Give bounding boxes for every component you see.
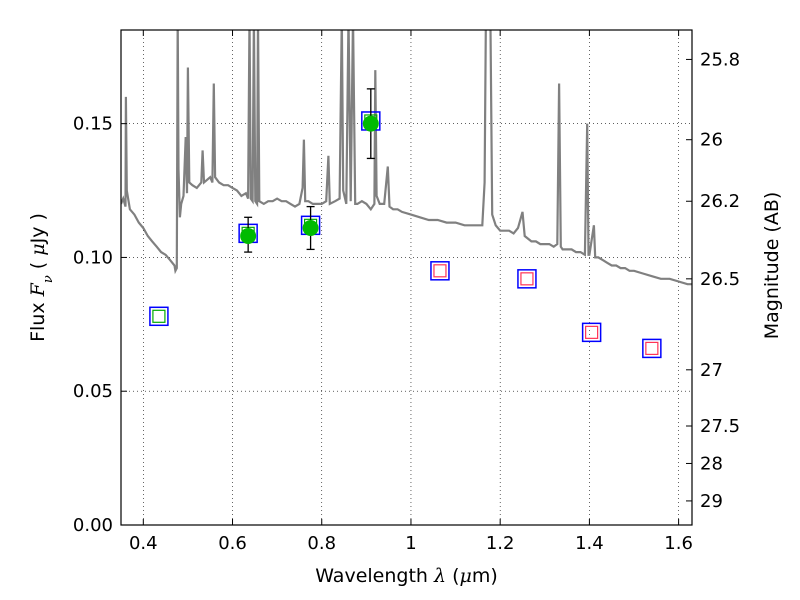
detection-point [240,228,257,245]
x-tick-label: 0.8 [307,533,336,554]
spectrum-line [121,30,692,286]
x-tick-label: 1 [405,533,416,554]
y-tick-label: 0.10 [73,247,113,268]
right-tick-label: 26.2 [700,191,740,212]
x-tick-label: 1.2 [486,533,515,554]
upper-limit-box-outer [581,322,602,343]
detection-point [302,220,319,236]
right-tick-label: 27.5 [700,416,740,437]
upper-limit-box-outer [517,269,537,289]
x-axis-label: Wavelength λ (μm) [315,565,498,587]
grid-lines [121,30,692,526]
y-axis-label-right: Magnitude (AB) [761,192,783,340]
right-tick-label: 28 [700,453,723,474]
x-tick-label: 1.4 [575,533,604,554]
upper-limit-box-inner [585,325,599,339]
x-tick-label: 1.6 [664,533,693,554]
data-marks [149,88,662,359]
detection-point [362,115,379,132]
upper-limit-box-inner [645,341,659,356]
y-tick-label: 0.15 [73,114,113,135]
model-box-outer [149,306,169,327]
right-tick-label: 26.5 [700,269,740,290]
upper-limit-box-inner [520,272,534,286]
x-tick-label: 0.4 [129,533,158,554]
upper-limit-box-outer [430,261,450,281]
right-tick-label: 29 [700,491,723,512]
plot-frame [120,29,693,526]
y-tick-label: 0.00 [73,515,113,536]
axis-ticks: 0.4 0.6 0.8 1 1.2 1.4 1.6 0.00 0.05 0.10 0.15 25.8 2… [73,30,740,554]
model-box-inner [152,309,166,323]
right-tick-label: 25.8 [700,49,740,70]
right-tick-label: 27 [700,360,723,381]
spectrum-line-group [121,30,692,286]
y-axis-label-left: Flux Fν ( μJy ) [27,213,56,342]
upper-limit-box-inner [433,264,447,278]
upper-limit-box-outer [642,338,662,359]
x-tick-label: 0.6 [218,533,247,554]
right-tick-label: 26 [700,130,723,151]
y-tick-label: 0.05 [73,381,113,402]
